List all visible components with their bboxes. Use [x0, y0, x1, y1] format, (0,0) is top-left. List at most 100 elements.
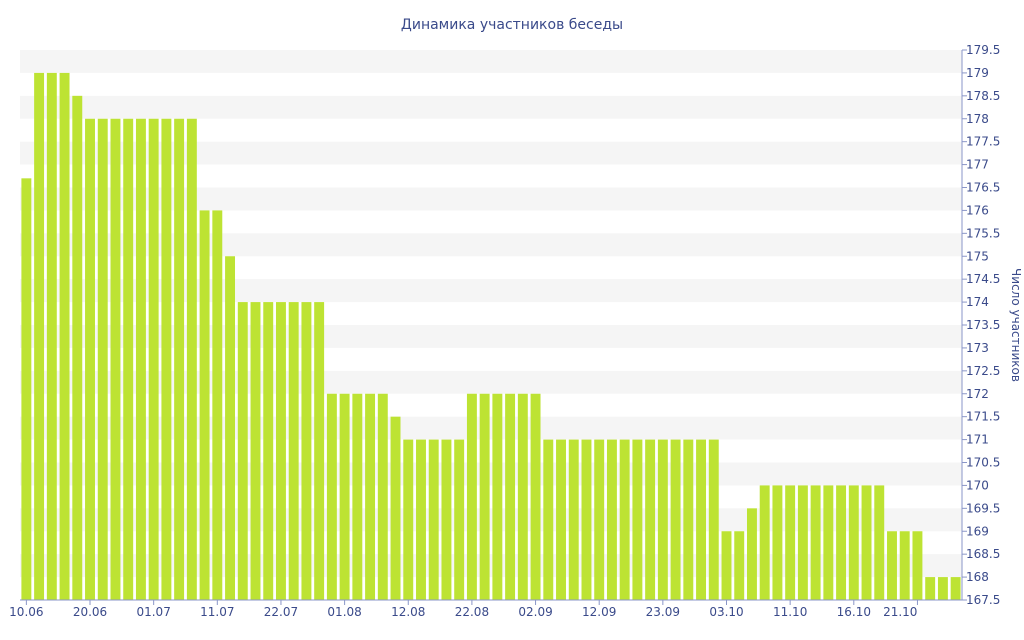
- grid-band: [20, 95, 962, 119]
- bar: [505, 393, 516, 600]
- bar: [479, 393, 490, 600]
- x-tick-label: 21.10: [883, 605, 917, 619]
- y-tick-label: 175: [966, 249, 989, 263]
- bar: [199, 210, 210, 600]
- grid-band: [20, 50, 962, 73]
- bar: [696, 439, 707, 600]
- y-tick-label: 174.5: [966, 272, 1000, 286]
- bar: [492, 393, 503, 600]
- bar: [543, 439, 554, 600]
- y-tick-label: 178.5: [966, 89, 1000, 103]
- y-tick-label: 171: [966, 433, 989, 447]
- y-tick-label: 170.5: [966, 456, 1000, 470]
- bar: [594, 439, 605, 600]
- bar: [937, 577, 948, 600]
- bar: [416, 439, 426, 600]
- grid-band: [20, 325, 962, 348]
- y-tick-label: 172.5: [966, 364, 1000, 378]
- chart-title: Динамика участников беседы: [401, 17, 623, 33]
- y-tick-label: 168.5: [966, 547, 1000, 561]
- grid-band: [20, 370, 962, 394]
- bar: [85, 118, 95, 600]
- bar: [632, 439, 643, 600]
- bar: [59, 72, 70, 600]
- bar: [746, 508, 757, 600]
- bar: [225, 256, 236, 600]
- bar: [810, 485, 821, 600]
- x-tick-label: 02.09: [518, 605, 552, 619]
- bar: [556, 439, 566, 600]
- bar: [772, 485, 783, 600]
- bar: [581, 439, 592, 600]
- grid-band: [20, 141, 962, 165]
- bar: [301, 302, 312, 600]
- bar: [645, 439, 656, 600]
- bar: [874, 485, 885, 600]
- x-tick-label: 01.07: [136, 605, 170, 619]
- grid-band: [20, 187, 962, 211]
- bar: [250, 302, 261, 600]
- bar: [887, 531, 897, 600]
- bar: [135, 118, 146, 600]
- bar: [110, 118, 121, 600]
- x-tick-label: 03.10: [709, 605, 743, 619]
- bar: [517, 393, 528, 600]
- y-tick-label: 169: [966, 524, 989, 538]
- y-tick-label: 178: [966, 112, 989, 126]
- bar: [899, 531, 910, 600]
- bar: [721, 531, 732, 600]
- x-tick-label: 22.07: [264, 605, 298, 619]
- y-tick-label: 173.5: [966, 318, 1000, 332]
- bar: [148, 118, 159, 600]
- x-tick-label: 22.08: [455, 605, 489, 619]
- y-tick-label: 175.5: [966, 226, 1000, 240]
- x-tick-label: 16.10: [837, 605, 871, 619]
- x-tick-label: 23.09: [646, 605, 680, 619]
- grid-band: [20, 416, 962, 440]
- bar: [925, 577, 936, 600]
- grid-band: [20, 462, 962, 486]
- bar: [326, 393, 337, 600]
- x-tick-label: 11.07: [200, 605, 234, 619]
- y-tick-label: 177.5: [966, 135, 1000, 149]
- y-tick-label: 170: [966, 478, 989, 492]
- bar: [237, 302, 248, 600]
- x-tick-label: 20.06: [73, 605, 107, 619]
- grid-band: [20, 279, 962, 303]
- bar: [275, 302, 286, 600]
- y-tick-label: 173: [966, 341, 989, 355]
- x-tick-label: 10.06: [9, 605, 43, 619]
- bar: [46, 72, 57, 600]
- x-axis: 10.06 20.06 01.07 11.07 22.07 01.08 12.08 22.08…: [9, 599, 962, 619]
- y-tick-label: 179.5: [966, 43, 1000, 57]
- grid-bands: [20, 50, 962, 578]
- y-tick-label: 176: [966, 203, 989, 217]
- bar: [123, 118, 134, 600]
- bar: [454, 439, 465, 600]
- bar: [950, 577, 961, 600]
- bar: [21, 178, 32, 601]
- bar: [797, 485, 808, 600]
- bar: [390, 416, 401, 600]
- bar: [568, 439, 579, 600]
- bar: [34, 72, 45, 600]
- bar: [734, 531, 745, 600]
- bar: [619, 439, 630, 600]
- bar: [683, 439, 694, 600]
- bar: [785, 485, 796, 600]
- bar: [352, 393, 363, 600]
- bar: [174, 118, 185, 600]
- y-tick-label: 174: [966, 295, 989, 309]
- y-tick-label: 168: [966, 570, 989, 584]
- bar: [288, 302, 299, 600]
- x-tick-label: 11.10: [773, 605, 807, 619]
- x-tick-label: 12.08: [391, 605, 425, 619]
- bar: [606, 439, 617, 600]
- bar: [403, 439, 414, 600]
- bar: [339, 393, 350, 600]
- bar: [466, 393, 477, 600]
- bar: [848, 485, 859, 600]
- bar: [823, 485, 834, 600]
- bar: [365, 393, 376, 600]
- bar-series: [21, 72, 961, 601]
